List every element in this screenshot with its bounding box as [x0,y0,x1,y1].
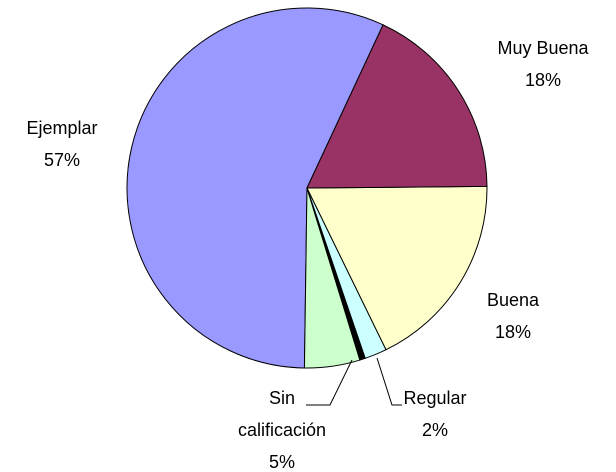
slice-percent: 18% [524,70,562,90]
pie-slice [126,7,384,369]
slice-name: Regular [403,388,467,408]
data-label: Ejemplar 57% [2,112,122,176]
data-label: Muy Buena 18% [468,32,616,96]
pie-slice [306,24,488,189]
slice-percent: 5% [268,452,295,472]
slice-percent: 18% [494,322,532,342]
leader-line [306,359,353,406]
data-label: Buena 18% [453,284,573,348]
slice-percent: 57% [43,150,81,170]
data-label: Sin calificación 5% [227,382,337,472]
slice-name: Muy Buena [497,38,589,58]
data-label: Regular 2% [375,382,495,446]
slice-name: Ejemplar [26,118,98,138]
leader-line [376,357,402,406]
slice-name: Sin calificación [237,388,327,440]
slice-percent: 2% [421,420,448,440]
pie-slice [306,185,488,351]
slice-name: Buena [486,290,540,310]
